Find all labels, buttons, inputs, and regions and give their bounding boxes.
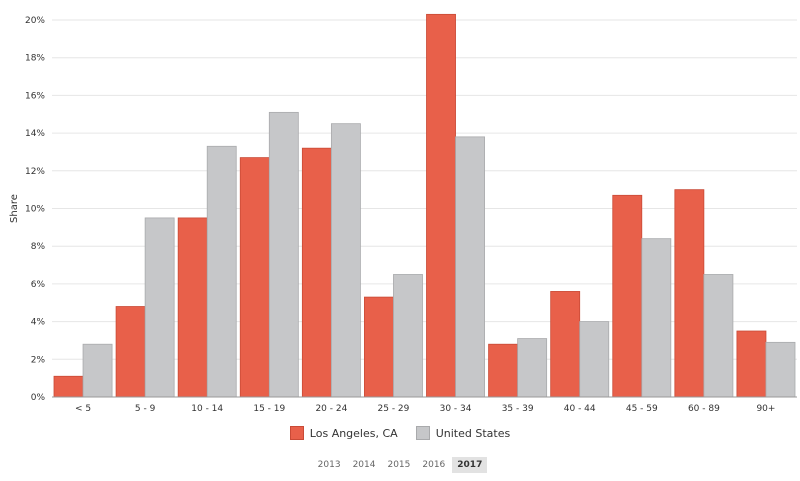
x-tick-label: 25 - 29: [378, 404, 410, 414]
x-tick-label: < 5: [75, 404, 91, 414]
bar: [612, 194, 643, 398]
x-tick-label: 90+: [756, 404, 775, 414]
x-tick-label: 20 - 24: [315, 404, 347, 414]
bar: [765, 341, 796, 398]
legend-label-united-states: United States: [435, 426, 511, 440]
bar: [736, 330, 767, 398]
year-option-2016[interactable]: 2016: [422, 460, 446, 470]
bar: [177, 217, 208, 398]
y-tick-label: 18%: [25, 54, 45, 64]
x-tick-label: 60 - 89: [688, 404, 720, 414]
bar: [301, 147, 332, 398]
y-tick-label: 20%: [25, 16, 45, 26]
y-tick-label: 2%: [31, 355, 46, 365]
year-option-2015[interactable]: 2015: [387, 460, 411, 470]
bar: [115, 306, 146, 398]
year-option-2013[interactable]: 2013: [317, 460, 341, 470]
x-tick-label: 30 - 34: [440, 404, 472, 414]
y-tick-label: 16%: [25, 91, 45, 101]
legend: Los Angeles, CA United States: [0, 426, 800, 440]
bar: [426, 13, 456, 398]
x-tick-label: 40 - 44: [564, 404, 596, 414]
x-tick-label: 35 - 39: [502, 404, 534, 414]
bar: [674, 189, 705, 398]
x-tick-label: 15 - 19: [253, 404, 285, 414]
legend-item-united-states[interactable]: United States: [415, 426, 511, 440]
year-option-2014[interactable]: 2014: [352, 460, 376, 470]
year-selector: 2013 2014 2015 2016 2017: [0, 457, 800, 473]
bar: [206, 145, 237, 398]
y-tick-label: 6%: [31, 280, 46, 290]
bar: [703, 274, 734, 398]
legend-swatch-los-angeles: [289, 426, 304, 440]
year-option-2017[interactable]: 2017: [452, 457, 488, 473]
x-tick-label: 5 - 9: [135, 404, 156, 414]
bar: [239, 157, 270, 398]
bar: [488, 343, 519, 398]
bar: [550, 291, 581, 398]
y-tick-label: 0%: [31, 393, 46, 403]
y-tick-label: 4%: [31, 318, 46, 328]
bar: [82, 343, 113, 398]
legend-swatch-united-states: [415, 426, 430, 440]
legend-label-los-angeles: Los Angeles, CA: [309, 426, 398, 440]
y-tick-label: 8%: [31, 242, 46, 252]
bar: [268, 111, 299, 398]
y-tick-label: 10%: [25, 205, 45, 215]
bar: [330, 123, 361, 398]
x-tick-label: 10 - 14: [191, 404, 223, 414]
bar: [455, 136, 485, 398]
bar: [144, 217, 175, 398]
x-tick-label: 45 - 59: [626, 404, 658, 414]
bar-chart: 0% 2% 4% 6% 8% 10% 12% 14% 16% 18% 20% Share < 5 5 - …: [9, 13, 797, 414]
legend-item-los-angeles[interactable]: Los Angeles, CA: [289, 426, 398, 440]
y-tick-label: 14%: [25, 129, 45, 139]
bar: [579, 321, 610, 398]
y-axis-label: Share: [9, 194, 20, 223]
bar: [641, 238, 672, 398]
bar: [393, 274, 423, 398]
bar: [53, 375, 84, 398]
bar: [364, 296, 394, 398]
y-tick-label: 12%: [25, 167, 45, 177]
bar: [517, 338, 548, 398]
